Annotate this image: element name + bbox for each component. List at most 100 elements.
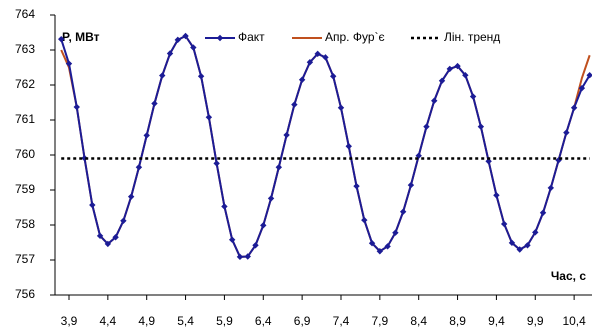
legend-label: Апр. Фур`є	[325, 30, 385, 44]
marker	[493, 192, 500, 199]
marker	[462, 72, 469, 79]
marker	[236, 253, 244, 261]
marker	[454, 62, 461, 70]
marker	[337, 104, 345, 111]
marker	[376, 248, 384, 255]
x-tick-label: 6,4	[255, 314, 272, 328]
y-tick-label: 760	[15, 147, 35, 161]
marker	[563, 129, 570, 136]
marker	[353, 182, 360, 190]
marker	[547, 184, 555, 192]
marker	[252, 242, 259, 249]
marker	[190, 44, 197, 51]
marker	[213, 160, 220, 167]
x-tick-label: 3,9	[61, 314, 78, 328]
marker	[65, 60, 73, 67]
marker	[555, 157, 562, 164]
marker	[73, 103, 80, 111]
marker	[578, 84, 586, 92]
marker	[431, 97, 438, 104]
x-tick-label: 4,9	[138, 314, 155, 328]
marker	[438, 77, 446, 84]
x-tick-label: 8,4	[410, 314, 427, 328]
y-tick-label: 759	[15, 182, 35, 196]
x-tick-label: 5,4	[177, 314, 194, 328]
x-tick-label: 10,4	[562, 314, 586, 328]
marker	[221, 203, 228, 210]
marker	[197, 73, 205, 80]
y-tick-label: 757	[15, 252, 35, 266]
x-tick-label: 5,9	[216, 314, 233, 328]
y-axis-label: P, МВт	[62, 30, 100, 44]
marker	[399, 208, 407, 215]
marker	[524, 242, 531, 249]
marker	[58, 35, 65, 43]
marker	[291, 101, 298, 108]
marker	[508, 239, 516, 247]
marker	[267, 195, 275, 202]
x-tick-label: 6,9	[294, 314, 311, 328]
marker	[120, 217, 127, 224]
marker	[244, 253, 251, 260]
marker	[345, 143, 352, 150]
y-tick-label: 758	[15, 217, 35, 231]
marker	[275, 164, 283, 171]
x-tick-label: 4,4	[100, 314, 117, 328]
marker	[260, 222, 267, 229]
marker	[135, 164, 143, 171]
marker	[166, 50, 174, 57]
y-tick-label: 756	[15, 287, 35, 301]
legend-marker	[216, 34, 224, 42]
x-axis-label: Час, с	[551, 269, 586, 283]
legend-label: Факт	[238, 30, 265, 44]
marker	[298, 76, 306, 83]
marker	[182, 32, 189, 40]
x-tick-label: 9,4	[488, 314, 505, 328]
marker	[500, 220, 508, 228]
y-tick-label: 762	[15, 77, 35, 91]
marker	[322, 54, 329, 61]
marker	[283, 131, 290, 139]
marker	[96, 232, 104, 240]
marker	[314, 50, 321, 58]
marker	[407, 181, 415, 189]
marker	[151, 100, 158, 107]
series-line	[60, 34, 591, 258]
y-tick-label: 763	[15, 42, 35, 56]
marker	[570, 104, 578, 111]
marker	[330, 73, 337, 80]
marker	[392, 229, 399, 236]
marker	[469, 93, 477, 100]
x-tick-label: 8,9	[449, 314, 466, 328]
marker	[306, 59, 314, 66]
marker	[112, 234, 119, 241]
y-tick-label: 761	[15, 112, 35, 126]
marker	[384, 243, 391, 250]
legend-label: Лін. тренд	[444, 30, 500, 44]
marker	[586, 72, 592, 79]
marker	[368, 240, 376, 247]
x-tick-label: 7,4	[333, 314, 350, 328]
x-tick-label: 7,9	[371, 314, 388, 328]
marker	[159, 72, 166, 79]
marker	[127, 193, 135, 200]
marker	[228, 236, 236, 243]
marker	[81, 154, 88, 162]
marker	[361, 216, 368, 224]
marker	[477, 123, 485, 130]
y-tick-label: 764	[15, 7, 35, 21]
marker	[485, 158, 492, 165]
marker	[205, 114, 213, 121]
marker	[89, 201, 96, 209]
marker	[104, 240, 112, 248]
marker	[532, 229, 539, 236]
series-line	[60, 34, 591, 258]
x-tick-label: 9,9	[527, 314, 544, 328]
marker	[539, 209, 547, 216]
marker	[143, 132, 150, 139]
marker	[174, 36, 181, 44]
marker	[423, 123, 430, 130]
marker	[446, 65, 453, 73]
marker	[516, 246, 523, 253]
